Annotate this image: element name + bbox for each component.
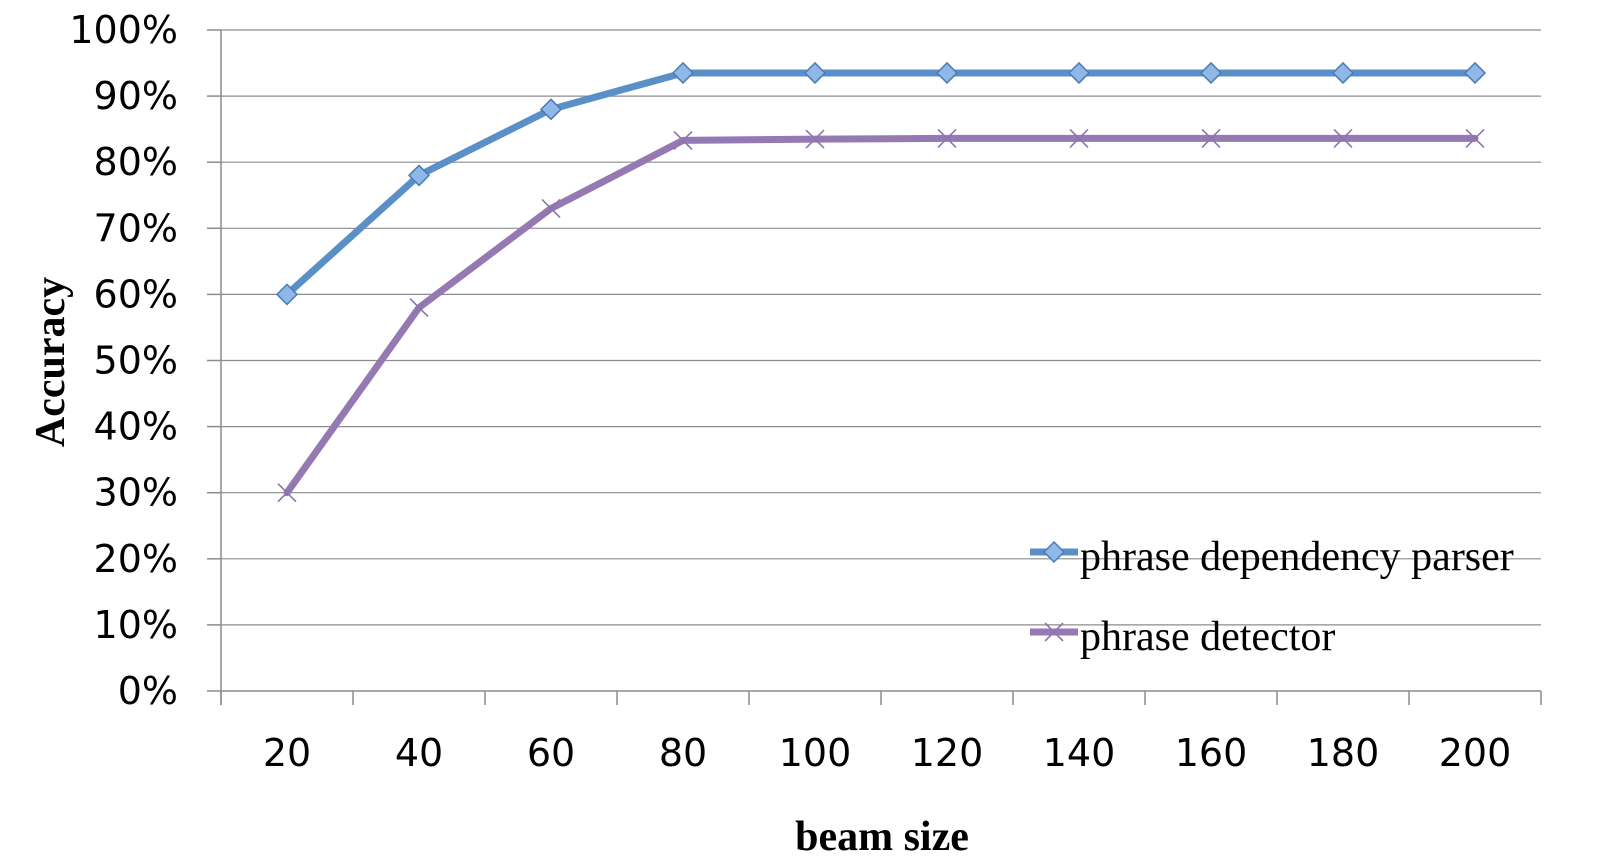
legend-label: phrase detector	[1080, 614, 1335, 660]
x-tick-label: 120	[911, 731, 984, 775]
data-point	[1463, 61, 1487, 85]
data-point	[275, 283, 299, 306]
data-point	[1333, 128, 1353, 148]
data-point	[277, 483, 297, 503]
x-tick-label: 40	[395, 731, 443, 775]
y-tick-label: 40%	[94, 405, 178, 449]
y-tick-label: 60%	[94, 272, 178, 316]
x-axis-title: beam size	[795, 814, 969, 860]
series-2	[277, 128, 1485, 503]
legend-entry: phrase dependency parser	[1030, 534, 1514, 580]
data-point	[1201, 128, 1221, 148]
legend: phrase dependency parser phrase detector	[1030, 534, 1514, 660]
data-point	[803, 61, 827, 85]
y-tick-label: 70%	[94, 206, 178, 250]
x-tick-label: 140	[1043, 731, 1116, 775]
data-point	[1042, 540, 1066, 564]
x-tick-label: 100	[779, 731, 852, 775]
data-point	[1331, 61, 1355, 85]
x-tick-label: 80	[659, 731, 707, 775]
data-point	[937, 128, 957, 148]
data-point	[539, 98, 563, 121]
series-1	[275, 61, 1487, 306]
series-line	[283, 69, 1479, 298]
x-tick-labels: 20 40 60 80 100 120 140 160 180 200	[263, 731, 1511, 775]
x-tick-label: 60	[527, 731, 575, 775]
y-tick-label: 30%	[94, 471, 178, 515]
legend-label: phrase dependency parser	[1080, 534, 1514, 580]
data-point	[1199, 61, 1223, 85]
data-point	[409, 298, 429, 318]
data-point	[805, 129, 825, 149]
data-point	[1465, 128, 1485, 148]
series-group	[275, 61, 1487, 503]
data-point	[541, 198, 561, 219]
y-tick-label: 20%	[94, 537, 178, 581]
x-tick-label: 20	[263, 731, 311, 775]
data-point	[1067, 61, 1091, 85]
y-tick-label: 100%	[69, 8, 178, 52]
y-tick-label: 10%	[94, 603, 178, 647]
x-tick-label: 160	[1175, 731, 1248, 775]
x-tick-label: 200	[1439, 731, 1512, 775]
y-axis-title: Accuracy	[28, 277, 74, 447]
y-tick-label: 80%	[94, 140, 178, 184]
y-tick-label: 90%	[94, 74, 178, 118]
data-point	[671, 61, 695, 85]
series-line	[283, 134, 1479, 497]
data-point	[1069, 128, 1089, 148]
y-tick-labels: 0% 10% 20% 30% 40% 50% 60% 70% 80% 90% 100%	[69, 8, 178, 713]
data-point	[935, 61, 959, 85]
data-point	[407, 164, 431, 187]
data-point	[1044, 622, 1064, 642]
y-tick-label: 50%	[94, 339, 178, 383]
data-point	[673, 130, 693, 150]
legend-entry: phrase detector	[1030, 614, 1335, 660]
x-tick-label: 180	[1307, 731, 1380, 775]
axes	[207, 29, 1542, 705]
y-tick-label: 0%	[118, 669, 178, 713]
